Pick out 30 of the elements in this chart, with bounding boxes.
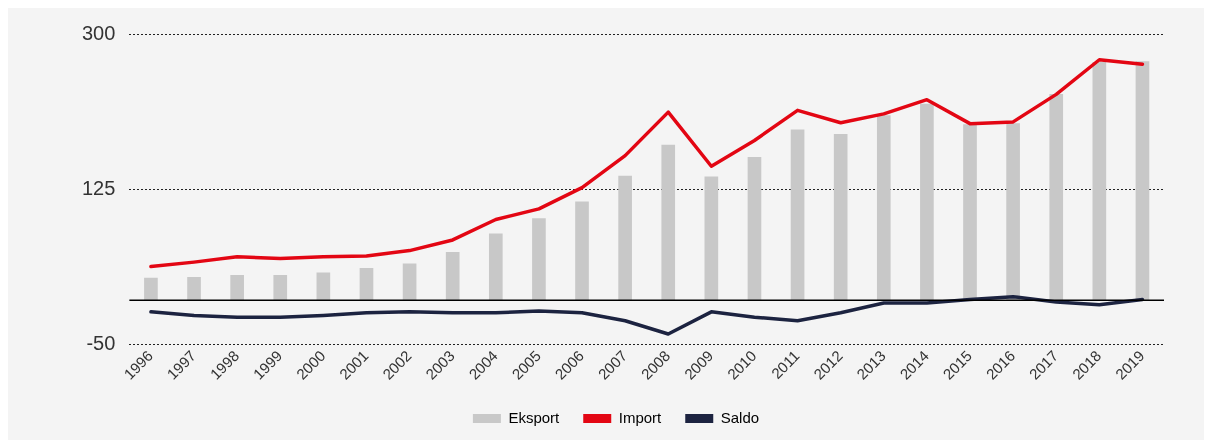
bar bbox=[1135, 61, 1150, 301]
bar bbox=[747, 157, 762, 301]
bar bbox=[790, 129, 805, 301]
bar bbox=[187, 276, 201, 301]
bar bbox=[618, 175, 632, 301]
bar bbox=[402, 263, 417, 301]
bar bbox=[1092, 62, 1107, 301]
bar bbox=[359, 268, 374, 301]
bar bbox=[273, 275, 288, 301]
y-tick-label: 300 bbox=[81, 21, 116, 44]
bar bbox=[704, 176, 719, 301]
bar bbox=[488, 233, 503, 301]
bar bbox=[144, 277, 158, 301]
bar bbox=[575, 201, 589, 301]
y-tick-label: 125 bbox=[81, 176, 116, 199]
bar bbox=[316, 272, 331, 301]
legend-label: Saldo bbox=[720, 408, 760, 426]
bar bbox=[963, 124, 977, 301]
bar bbox=[876, 115, 891, 301]
bar bbox=[833, 133, 848, 301]
bar bbox=[661, 144, 676, 301]
legend-label: Import bbox=[618, 408, 663, 426]
bar bbox=[230, 275, 244, 301]
y-tick-label: -50 bbox=[86, 332, 116, 355]
bar bbox=[1049, 94, 1064, 301]
legend-label: Eksport bbox=[508, 408, 561, 426]
bar bbox=[445, 252, 460, 301]
bar bbox=[920, 103, 934, 301]
bar bbox=[1006, 123, 1020, 301]
bar bbox=[532, 218, 546, 301]
